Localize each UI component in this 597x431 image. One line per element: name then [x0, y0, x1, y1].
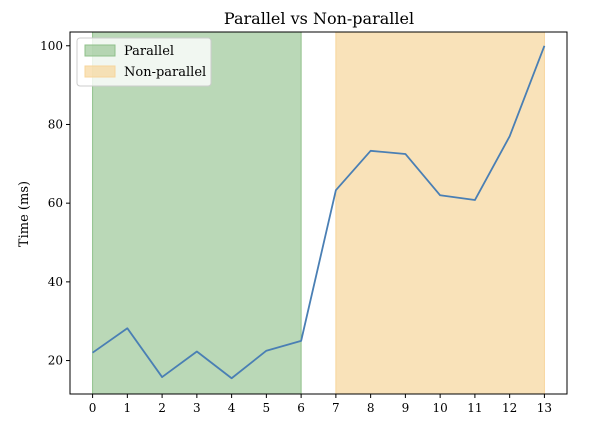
x-tick-label: 8 [367, 401, 375, 415]
x-tick-label: 5 [263, 401, 271, 415]
legend-swatch-parallel [84, 44, 116, 57]
span-parallel [92, 31, 302, 395]
y-tick-label: 40 [48, 275, 63, 289]
x-tick-label: 2 [158, 401, 166, 415]
y-tick-label: 60 [48, 196, 63, 210]
x-tick-label: 4 [228, 401, 236, 415]
x-tick-label: 12 [502, 401, 517, 415]
x-tick-label: 10 [433, 401, 448, 415]
series-line-0 [92, 45, 546, 380]
x-tick-label: 11 [467, 401, 482, 415]
x-tick-label: 0 [89, 401, 97, 415]
chart-title: Parallel vs Non-parallel [224, 9, 414, 28]
x-tick-label: 3 [193, 401, 201, 415]
legend-label: Parallel [124, 44, 174, 59]
span-non-parallel [335, 31, 545, 395]
span-layer [92, 31, 545, 395]
y-axis-label: Time (ms) [17, 181, 32, 247]
x-tick-label: 6 [297, 401, 305, 415]
x-tick-label: 1 [124, 401, 132, 415]
legend: Parallel Non-parallel [76, 37, 212, 87]
y-tick-label: 20 [48, 354, 63, 368]
legend-label: Non-parallel [124, 65, 206, 80]
x-tick-label: 13 [537, 401, 552, 415]
x-axis: 0 1 2 3 4 5 6 7 8 9 10 11 12 13 [89, 394, 552, 415]
y-axis: 20 40 60 80 100 [40, 39, 70, 368]
x-tick-label: 9 [402, 401, 410, 415]
y-tick-label: 80 [48, 117, 63, 131]
x-tick-label: 7 [332, 401, 340, 415]
y-tick-label: 100 [40, 39, 63, 53]
plot-frame [69, 31, 568, 395]
legend-swatch-non-parallel [84, 65, 116, 78]
series-layer [92, 45, 546, 380]
